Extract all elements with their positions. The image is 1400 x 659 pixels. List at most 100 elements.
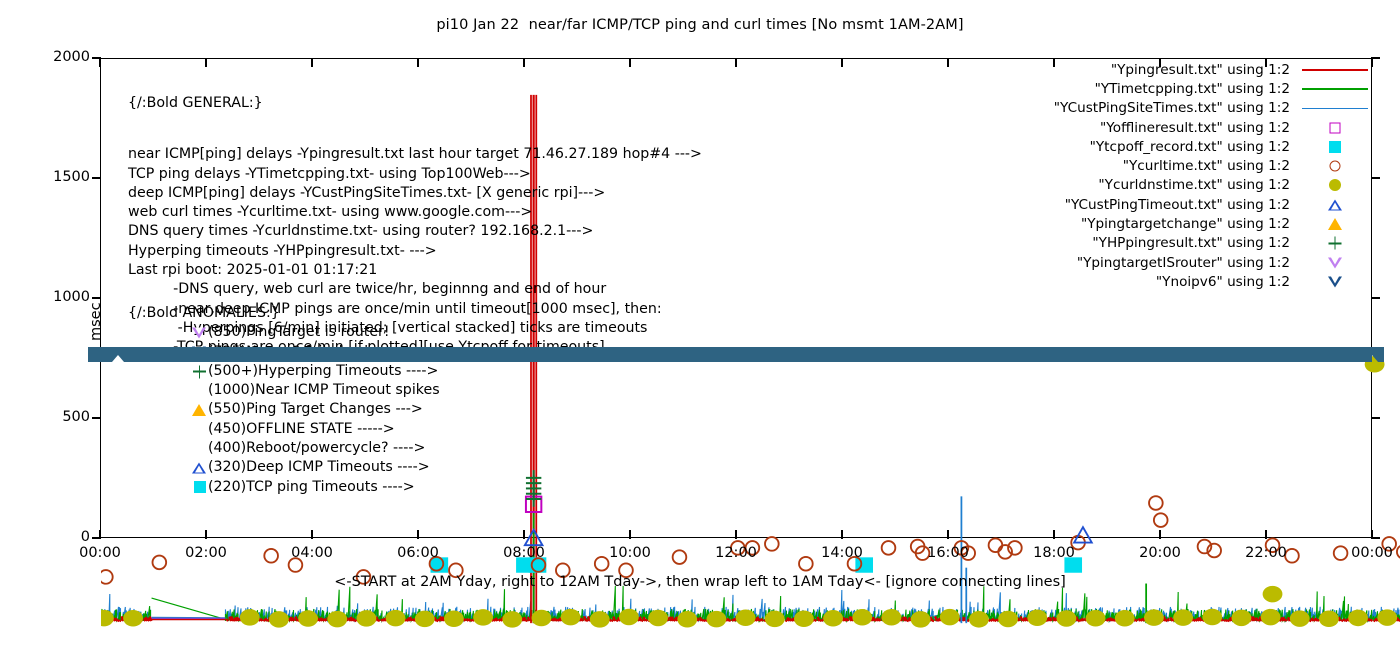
legend-label: "YHPpingresult.txt" using 1:2	[1092, 235, 1290, 252]
x-tick-label: 12:00	[715, 545, 757, 561]
circle-open-marker-icon	[1329, 160, 1341, 172]
dns-time-marker	[619, 608, 639, 626]
ycurltime-txt-marker	[880, 540, 897, 556]
legend-key	[1298, 215, 1372, 234]
ycurltime-txt-marker	[1007, 540, 1023, 556]
x-tick-mark	[1053, 530, 1055, 539]
gap-connecting-line	[151, 616, 226, 619]
anomaly-label: (850)PingTarget is router!	[208, 324, 390, 341]
dns-time-marker	[1289, 610, 1310, 627]
dns-time-marker	[881, 609, 902, 626]
ycurltime-txt-marker	[1284, 548, 1300, 564]
x-tick-mark	[1371, 530, 1373, 539]
dns-time-marker	[414, 610, 435, 628]
yhppingresult-txt-marker	[525, 470, 542, 486]
x-tick-label: 18:00	[1033, 545, 1075, 561]
legend-key	[1298, 253, 1372, 272]
anomaly-row: (400)Reboot/powercycle? ---->	[128, 439, 440, 458]
legend-key	[1298, 195, 1372, 214]
anomaly-row: (850)PingTarget is router!	[128, 323, 440, 342]
dns-time-marker	[385, 609, 406, 627]
anomaly-label: (500+)Hyperping Timeouts ---->	[208, 362, 439, 379]
legend-label: "YCustPingSiteTimes.txt" using 1:2	[1053, 100, 1290, 117]
legend-label: "Ytcpoff_record.txt" using 1:2	[1089, 138, 1290, 155]
general-annotation-line: DNS query times -Ycurldnstime.txt- using…	[128, 223, 594, 240]
square-open-marker-icon	[1329, 122, 1341, 134]
dns-time-marker	[677, 611, 698, 628]
dns-time-marker	[1319, 610, 1339, 628]
general-annotation-line: web curl times -Ycurltime.txt- using www…	[128, 204, 533, 221]
general-annotation-line: Last rpi boot: 2025-01-01 01:17:21	[128, 262, 378, 279]
x-tick-mark	[99, 58, 101, 67]
anomaly-row: (320)Deep ICMP Timeouts ---->	[128, 458, 440, 477]
legend-entry: "YHPpingresult.txt" using 1:2	[960, 234, 1372, 253]
x-tick-mark	[1053, 58, 1055, 67]
chart-page: pi10 Jan 22 near/far ICMP/TCP ping and c…	[53, 17, 1400, 628]
legend-key	[1298, 137, 1372, 156]
dns-time-marker	[1114, 610, 1135, 627]
x-tick-label: 20:00	[1139, 545, 1181, 561]
legend-label: "Ypingtargetchange" using 1:2	[1080, 216, 1290, 233]
general-annotation-line: Hyperping timeouts -YHPpingresult.txt- -…	[128, 242, 437, 259]
anomaly-row: (1000)Near ICMP Timeout spikes	[128, 381, 440, 400]
x-tick-label: 04:00	[291, 545, 333, 561]
y-tick-mark	[1371, 537, 1380, 539]
series-trace	[101, 615, 1400, 623]
x-tick-mark	[99, 530, 101, 539]
plus-marker-icon	[1328, 236, 1342, 250]
x-tick-label: 10:00	[609, 545, 651, 561]
y-tick-mark	[92, 297, 101, 299]
anomaly-marker-cell	[128, 362, 208, 381]
anomaly-row: (550)Ping Target Changes --->	[128, 400, 440, 419]
anomaly-marker-cell	[128, 478, 208, 497]
anomaly-label: (550)Ping Target Changes --->	[208, 401, 423, 418]
teal-ribbon-overlay	[88, 347, 1384, 362]
dns-time-marker	[269, 611, 289, 628]
x-tick-mark	[1265, 530, 1267, 539]
x-tick-label: 14:00	[821, 545, 863, 561]
dns-time-marker	[706, 610, 727, 628]
general-annotation-line: deep ICMP[ping] delays -YCustPingSiteTim…	[128, 184, 606, 201]
anomaly-marker-cell	[128, 323, 208, 342]
general-heading: {/:Bold GENERAL:}	[128, 95, 263, 111]
dns-time-marker	[473, 609, 493, 626]
dns-time-marker	[1377, 609, 1398, 626]
y-tick-mark	[92, 57, 101, 59]
x-tick-mark	[1371, 58, 1373, 67]
legend-key	[1298, 176, 1372, 195]
dns-time-marker	[444, 610, 464, 628]
square-filled-marker-icon	[194, 481, 206, 494]
x-tick-mark	[523, 530, 525, 539]
anomaly-row: (220)TCP ping Timeouts ---->	[128, 478, 440, 497]
legend-key	[1298, 118, 1372, 137]
legend-key	[1298, 99, 1372, 118]
y-tick-mark	[92, 417, 101, 419]
y-tick-label: 2000	[53, 49, 90, 65]
x-tick-label: 22:00	[1245, 545, 1287, 561]
anomaly-marker-cell	[128, 439, 208, 458]
dns-time-marker	[502, 611, 523, 628]
circle-filled-marker-icon	[1329, 179, 1341, 192]
y-tick-label: 500	[62, 409, 90, 425]
dns-time-marker	[1056, 610, 1077, 627]
legend-entry: "YCustPingSiteTimes.txt" using 1:2	[960, 99, 1372, 118]
ycurltime-txt-marker	[1196, 538, 1213, 555]
general-annotation-line: near ICMP[ping] delays -Ypingresult.txt …	[128, 146, 702, 163]
y-tick-label: 1000	[53, 289, 90, 305]
ycurltime-txt-marker	[263, 548, 279, 564]
legend-entry: "YCustPingTimeout.txt" using 1:2	[960, 195, 1372, 214]
dns-time-marker	[1027, 609, 1048, 627]
legend-label: "Ynoipv6" using 1:2	[1155, 273, 1290, 290]
legend-entry: "Ynoipv6" using 1:2	[960, 272, 1372, 291]
legend-line-swatch	[1302, 107, 1368, 110]
y-tick-mark	[1371, 297, 1380, 299]
anomaly-marker-cell	[128, 400, 208, 419]
ycurltime-txt-marker	[1332, 545, 1349, 561]
dns-time-marker	[123, 610, 143, 627]
general-annotation-block: {/:Bold GENERAL:} near ICMP[ping] delays…	[128, 62, 702, 390]
legend-label: "Yofflineresult.txt" using 1:2	[1100, 119, 1290, 136]
x-tick-label: 06:00	[397, 545, 439, 561]
x-tick-label: 16:00	[927, 545, 969, 561]
legend-label: "YTimetcpping.txt" using 1:2	[1094, 80, 1290, 97]
legend-label: "YCustPingTimeout.txt" using 1:2	[1064, 196, 1290, 213]
